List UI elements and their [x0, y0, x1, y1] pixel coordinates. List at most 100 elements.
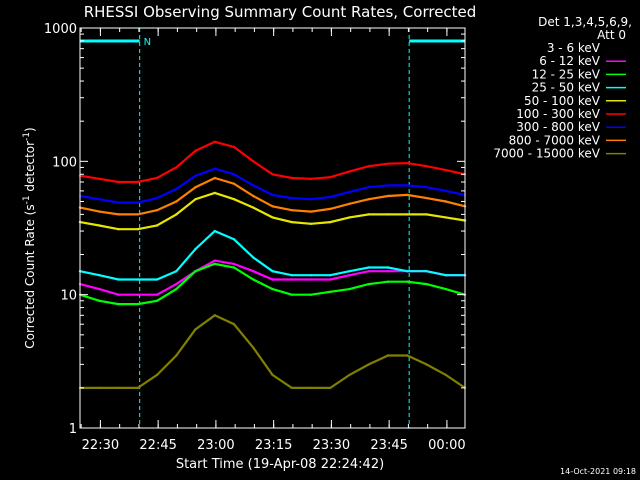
legend-label-6: 300 - 800 keV: [516, 120, 600, 134]
series-point-6: [367, 186, 370, 189]
series-lines: [78, 140, 467, 390]
legend-label-7: 800 - 7000 keV: [509, 133, 601, 147]
series-point-2: [444, 287, 447, 291]
x-tick-label: 23:00: [197, 438, 234, 453]
y-tick-label: 100: [52, 155, 77, 170]
series-point-2: [406, 280, 409, 283]
series-point-5: [425, 165, 428, 168]
y-label-part-3: ): [23, 127, 37, 132]
series-point-6: [271, 193, 274, 197]
y-tick-label: 1000: [44, 22, 77, 37]
series-point-5: [155, 176, 159, 180]
series-point-4: [213, 191, 216, 195]
series-point-0: [271, 323, 274, 326]
series-point-2: [367, 282, 370, 286]
y-axis-label: Corrected Count Rate (s-1 detector-1): [22, 127, 37, 348]
series-point-2: [252, 278, 255, 281]
series-point-0: [309, 333, 313, 336]
series-point-0: [98, 354, 101, 357]
series-point-0: [386, 306, 390, 309]
legend-label-2: 12 - 25 keV: [532, 67, 601, 81]
series-point-6: [213, 167, 216, 170]
series-point-6: [98, 198, 101, 201]
series-point-1: [309, 278, 313, 281]
series-point-3: [290, 274, 293, 277]
y-label-sup-1: -1: [22, 195, 32, 204]
series-point-3: [232, 238, 236, 241]
series-point-7: [406, 193, 409, 197]
series-point-2: [98, 299, 101, 302]
series-point-6: [232, 173, 236, 176]
series-point-4: [271, 216, 274, 219]
series-point-8: [252, 346, 255, 349]
series-point-6: [348, 190, 351, 194]
series-point-7: [309, 210, 313, 213]
series-point-4: [194, 198, 197, 201]
series-point-4: [425, 213, 428, 216]
legend-label-3: 25 - 50 keV: [532, 81, 601, 95]
series-point-5: [271, 173, 274, 176]
x-axis: 22:30 22:45 23:00 23:15 23:30 23:45 00:00: [80, 28, 466, 453]
series-point-3: [98, 274, 101, 277]
series-point-5: [290, 176, 293, 180]
series-point-2: [194, 270, 197, 273]
series-point-4: [367, 213, 370, 216]
series-point-6: [386, 184, 390, 187]
series-point-8: [348, 373, 351, 377]
series-point-0: [232, 278, 236, 281]
series-point-1: [271, 278, 274, 281]
series-point-2: [271, 287, 274, 291]
series-point-2: [213, 262, 216, 266]
series-point-6: [290, 196, 293, 200]
series-point-5: [348, 170, 351, 173]
series-point-8: [117, 386, 120, 390]
series-point-3: [406, 270, 409, 273]
series-point-8: [425, 363, 428, 366]
series-point-1: [232, 262, 236, 266]
series-point-3: [213, 229, 216, 233]
series-point-5: [309, 177, 313, 180]
series-point-0: [194, 293, 197, 296]
series-point-7: [175, 200, 178, 203]
series-point-4: [444, 216, 447, 219]
y-label-part-1: Corrected Count Rate (s: [23, 204, 37, 348]
series-point-7: [232, 182, 236, 185]
series-point-1: [175, 282, 178, 286]
series-point-3: [117, 278, 120, 281]
series-point-6: [155, 196, 159, 200]
y-axis: 1 10 100 1000: [44, 22, 465, 437]
series-point-2: [175, 287, 178, 291]
series-point-3: [271, 270, 274, 273]
x-tick-label: 22:30: [82, 438, 119, 453]
series-point-7: [194, 186, 197, 189]
series-point-8: [386, 354, 390, 357]
series-point-3: [425, 270, 428, 273]
series-point-0: [367, 314, 370, 317]
series-point-0: [425, 314, 428, 317]
series-point-6: [425, 186, 428, 189]
series-point-8: [232, 323, 236, 326]
series-point-4: [117, 228, 120, 231]
series-point-7: [386, 194, 390, 198]
series-point-1: [213, 259, 216, 262]
series-point-0: [290, 323, 293, 326]
legend-header-line-2: Att 0: [597, 28, 626, 42]
x-tick-label: 23:30: [313, 438, 350, 453]
x-tick-label: 22:45: [139, 438, 176, 453]
series-point-8: [175, 354, 178, 357]
series-point-7: [213, 176, 216, 180]
series-point-3: [329, 274, 332, 277]
series-point-5: [386, 162, 390, 165]
series-point-4: [136, 228, 139, 231]
legend-label-1: 6 - 12 keV: [539, 54, 601, 68]
series-point-2: [290, 293, 293, 296]
series-point-5: [232, 145, 236, 149]
series-point-5: [329, 176, 332, 179]
series-point-4: [155, 224, 159, 227]
series-point-8: [309, 386, 313, 390]
series-point-6: [117, 201, 120, 204]
series-point-3: [175, 270, 178, 273]
series-point-5: [175, 166, 178, 169]
series-point-7: [290, 209, 293, 212]
